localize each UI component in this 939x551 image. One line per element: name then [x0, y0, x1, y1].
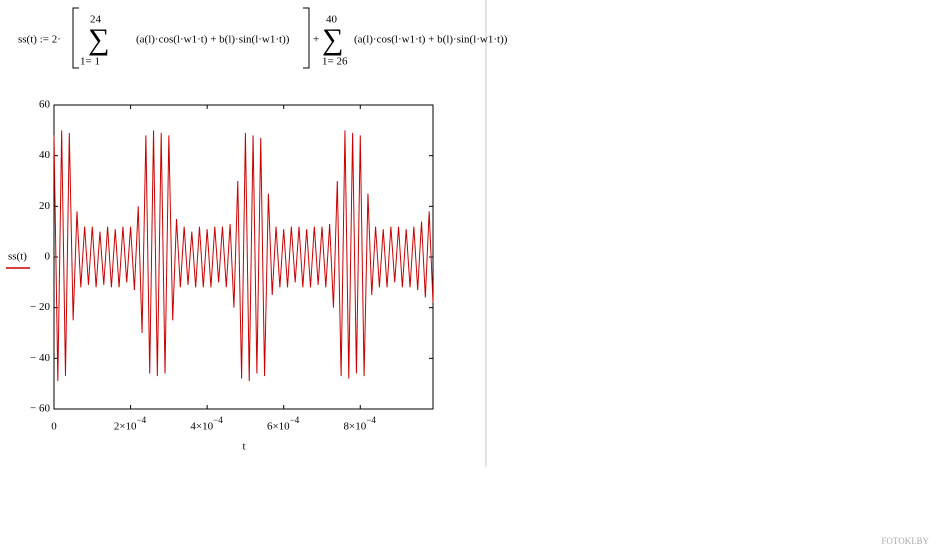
- y-tick-label: 0: [45, 251, 51, 263]
- x-tick-label: 8×10: [344, 421, 367, 433]
- x-tick-exponent: −4: [366, 415, 376, 425]
- formula-lhs: ss(t) := 2·: [18, 34, 61, 46]
- sigma: ∑: [322, 23, 343, 56]
- x-tick-exponent: −4: [213, 415, 223, 425]
- bracket: [303, 7, 310, 69]
- y-tick-label: 40: [39, 149, 51, 161]
- bracket: [72, 7, 79, 69]
- plus: +: [313, 34, 319, 46]
- x-tick-exponent: −4: [290, 415, 300, 425]
- sum-upper: 40: [326, 14, 338, 26]
- y-tick-label: − 60: [30, 403, 50, 415]
- y-tick-label: − 40: [30, 352, 50, 364]
- sum-lower: 1= 1: [80, 56, 100, 68]
- y-tick-label: − 20: [30, 301, 50, 313]
- x-tick-exponent: −4: [137, 415, 147, 425]
- watermark: FOTOKI.BY: [881, 536, 929, 546]
- y-tick-label: 60: [39, 99, 51, 111]
- sigma: ∑: [88, 23, 109, 56]
- x-tick-label: 2×10: [114, 421, 137, 433]
- x-tick-label: 4×10: [190, 421, 213, 433]
- x-axis-label: t: [242, 441, 245, 453]
- legend-label: ss(t): [8, 251, 27, 263]
- x-tick-label: 6×10: [267, 421, 290, 433]
- series-line: [53, 130, 434, 382]
- x-tick-label: 0: [51, 421, 57, 433]
- sum-lower: 1= 26: [322, 56, 348, 68]
- y-tick-label: 20: [39, 200, 51, 212]
- sum-body: (a(l)·cos(l·w1·t) + b(l)·sin(l·w1·t)): [354, 34, 508, 46]
- sum-upper: 24: [90, 14, 102, 26]
- sum-body: (a(l)·cos(l·w1·t) + b(l)·sin(l·w1·t)): [136, 34, 290, 46]
